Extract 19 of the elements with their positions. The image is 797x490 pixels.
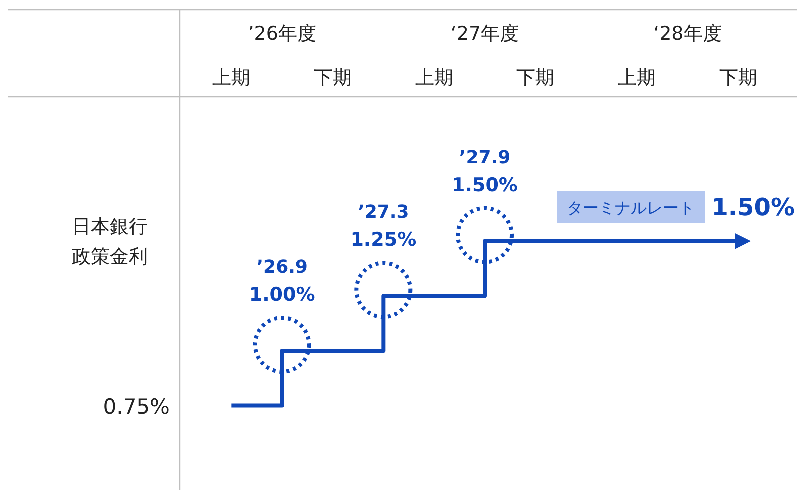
data-label: 1.50% bbox=[452, 174, 518, 196]
annotation: ’26.9 bbox=[256, 256, 308, 278]
x-tick-label: 上期 bbox=[212, 67, 251, 89]
text: ターミナルレート bbox=[567, 198, 695, 218]
text: ‘27年度 bbox=[450, 23, 520, 45]
text: ’27.9 bbox=[459, 147, 511, 168]
text: ’26年度 bbox=[248, 23, 316, 45]
data-label: 1.50% bbox=[712, 193, 795, 222]
x-tick-label: 上期 bbox=[415, 67, 454, 89]
data-label: 1.00% bbox=[249, 284, 316, 306]
x-tick-label: 上期 bbox=[618, 67, 656, 89]
data-label: 1.25% bbox=[350, 229, 417, 252]
text: ‘28年度 bbox=[654, 23, 722, 45]
x-tick-label: 下期 bbox=[719, 67, 758, 89]
annotation: 0.75% bbox=[103, 394, 170, 419]
x-tick-label: 下期 bbox=[516, 67, 555, 89]
text: ’27.3 bbox=[358, 202, 410, 224]
x-tick-label: 下期 bbox=[314, 67, 352, 89]
y-axis-title: 日本銀行政策金利 bbox=[71, 215, 149, 270]
